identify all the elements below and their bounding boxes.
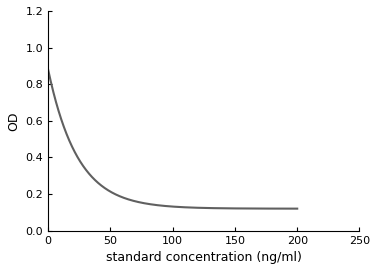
X-axis label: standard concentration (ng/ml): standard concentration (ng/ml) [106, 251, 302, 264]
Y-axis label: OD: OD [7, 111, 20, 131]
